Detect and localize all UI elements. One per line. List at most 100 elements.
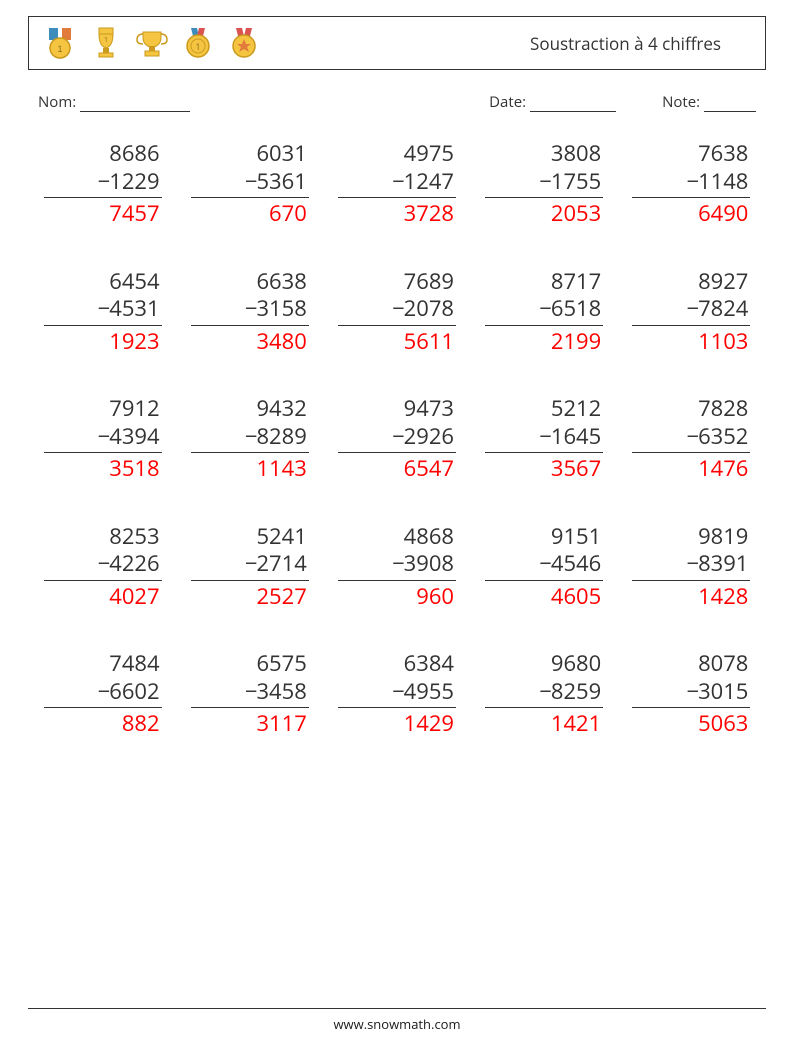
name-underline <box>80 95 190 112</box>
medal-ribbon-icon: 1 <box>43 26 77 60</box>
minuend: 9473 <box>338 395 456 423</box>
minuend: 6031 <box>191 140 309 168</box>
star-medal-icon <box>227 26 261 60</box>
date-field: Date: <box>489 92 616 112</box>
minuend: 8253 <box>44 523 162 551</box>
subtrahend: −4531 <box>44 295 162 326</box>
subtrahend: −1645 <box>485 423 603 454</box>
svg-text:1: 1 <box>57 44 62 54</box>
subtrahend: −6352 <box>632 423 750 454</box>
minuend: 4975 <box>338 140 456 168</box>
answer: 1476 <box>632 453 750 483</box>
subtrahend: −6518 <box>485 295 603 326</box>
minuend: 7912 <box>44 395 162 423</box>
problem: 6638−31583480 <box>191 268 309 356</box>
answer: 3117 <box>191 708 309 738</box>
footer-rule <box>28 1008 766 1009</box>
answer: 1429 <box>338 708 456 738</box>
subtrahend: −1247 <box>338 168 456 199</box>
answer: 1421 <box>485 708 603 738</box>
minuend: 9151 <box>485 523 603 551</box>
problem: 9473−29266547 <box>338 395 456 483</box>
subtrahend: −1229 <box>44 168 162 199</box>
answer: 3567 <box>485 453 603 483</box>
subtrahend: −2078 <box>338 295 456 326</box>
problem: 5241−27142527 <box>191 523 309 611</box>
problem: 9680−82591421 <box>485 650 603 738</box>
minuend: 9680 <box>485 650 603 678</box>
problems-grid: 8686−122974576031−53616704975−1247372838… <box>38 140 756 738</box>
minuend: 8717 <box>485 268 603 296</box>
minuend: 5241 <box>191 523 309 551</box>
score-underline <box>704 95 756 112</box>
problem: 6031−5361670 <box>191 140 309 228</box>
subtrahend: −6602 <box>44 678 162 709</box>
problem: 8717−65182199 <box>485 268 603 356</box>
minuend: 4868 <box>338 523 456 551</box>
problem: 3808−17552053 <box>485 140 603 228</box>
answer: 2527 <box>191 581 309 611</box>
minuend: 9819 <box>632 523 750 551</box>
header-frame: 1 1 1 Soustraction à 4 chiffres <box>28 16 766 70</box>
subtrahend: −8259 <box>485 678 603 709</box>
minuend: 7484 <box>44 650 162 678</box>
subtrahend: −4226 <box>44 550 162 581</box>
answer: 6547 <box>338 453 456 483</box>
score-field: Note: <box>662 92 756 112</box>
answer: 2053 <box>485 198 603 228</box>
minuend: 7638 <box>632 140 750 168</box>
problem: 8253−42264027 <box>44 523 162 611</box>
problem: 8078−30155063 <box>632 650 750 738</box>
minuend: 8078 <box>632 650 750 678</box>
answer: 5063 <box>632 708 750 738</box>
medal-cup-icon: 1 <box>89 26 123 60</box>
minuend: 9432 <box>191 395 309 423</box>
answer: 3480 <box>191 326 309 356</box>
page-title: Soustraction à 4 chiffres <box>530 32 751 55</box>
answer: 1143 <box>191 453 309 483</box>
subtrahend: −3458 <box>191 678 309 709</box>
minuend: 8927 <box>632 268 750 296</box>
subtrahend: −2714 <box>191 550 309 581</box>
minuend: 6384 <box>338 650 456 678</box>
gold-medal-icon: 1 <box>181 26 215 60</box>
minuend: 6454 <box>44 268 162 296</box>
medal-row: 1 1 1 <box>43 26 261 60</box>
date-underline <box>530 95 616 112</box>
problem: 6454−45311923 <box>44 268 162 356</box>
trophy-icon <box>135 26 169 60</box>
subtrahend: −3158 <box>191 295 309 326</box>
answer: 5611 <box>338 326 456 356</box>
answer: 6490 <box>632 198 750 228</box>
problem: 9432−82891143 <box>191 395 309 483</box>
problem: 6575−34583117 <box>191 650 309 738</box>
minuend: 6575 <box>191 650 309 678</box>
subtrahend: −1148 <box>632 168 750 199</box>
answer: 7457 <box>44 198 162 228</box>
problem: 7912−43943518 <box>44 395 162 483</box>
minuend: 7828 <box>632 395 750 423</box>
subtrahend: −1755 <box>485 168 603 199</box>
answer: 3728 <box>338 198 456 228</box>
problem: 4868−3908960 <box>338 523 456 611</box>
subtrahend: −5361 <box>191 168 309 199</box>
minuend: 5212 <box>485 395 603 423</box>
answer: 1923 <box>44 326 162 356</box>
subtrahend: −3908 <box>338 550 456 581</box>
date-label: Date: <box>489 92 526 112</box>
minuend: 6638 <box>191 268 309 296</box>
problem: 9819−83911428 <box>632 523 750 611</box>
answer: 3518 <box>44 453 162 483</box>
answer: 4605 <box>485 581 603 611</box>
problem: 7638−11486490 <box>632 140 750 228</box>
problem: 7689−20785611 <box>338 268 456 356</box>
footer-text: www.snowmath.com <box>0 1015 794 1033</box>
problem: 7828−63521476 <box>632 395 750 483</box>
subtrahend: −4955 <box>338 678 456 709</box>
subtrahend: −7824 <box>632 295 750 326</box>
problem: 6384−49551429 <box>338 650 456 738</box>
answer: 1428 <box>632 581 750 611</box>
answer: 960 <box>338 581 456 611</box>
score-label: Note: <box>662 92 700 112</box>
problem: 9151−45464605 <box>485 523 603 611</box>
